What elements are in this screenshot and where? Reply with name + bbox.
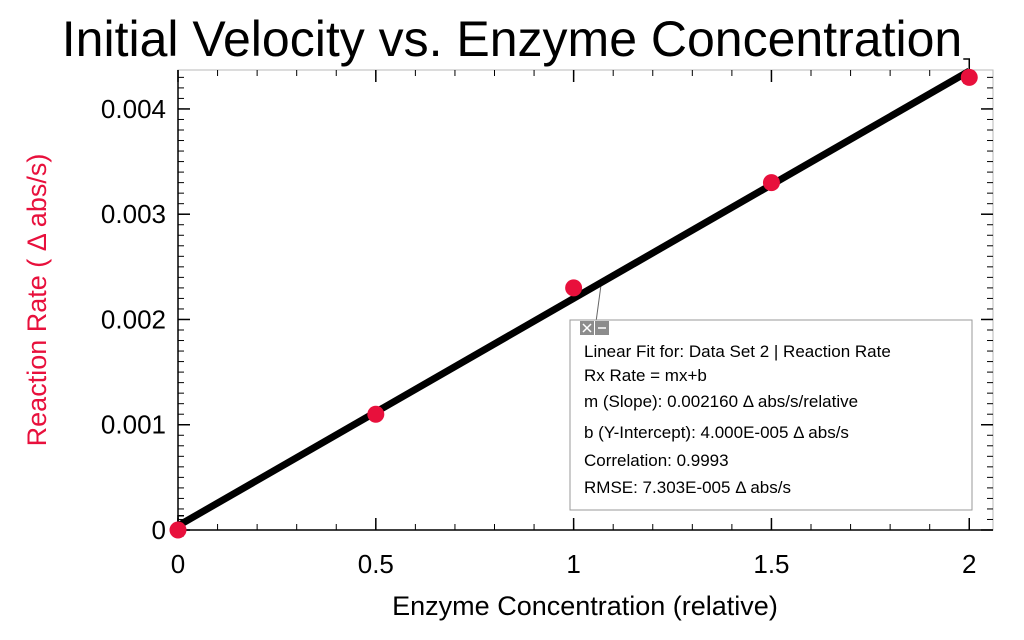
data-point — [960, 68, 978, 86]
fit-line-3: m (Slope): 0.002160 Δ abs/s/relative — [584, 392, 858, 411]
x-tick-label: 1.5 — [753, 549, 789, 579]
x-tick-label: 0.5 — [358, 549, 394, 579]
x-tick-label: 2 — [962, 549, 976, 579]
data-point — [565, 279, 583, 297]
data-point — [367, 405, 385, 423]
x-tick-label: 1 — [566, 549, 580, 579]
y-axis: 0 0.001 0.002 0.003 0.004 — [101, 94, 993, 545]
y-tick-label: 0.004 — [101, 94, 166, 124]
data-points — [169, 68, 978, 539]
close-fit-button[interactable] — [580, 321, 594, 335]
close-icon — [582, 323, 592, 333]
collapse-fit-button[interactable] — [595, 321, 609, 335]
y-tick-label: 0.002 — [101, 304, 166, 334]
fit-box-frame — [569, 319, 973, 511]
data-point — [762, 174, 780, 192]
fit-line-6: RMSE: 7.303E-005 Δ abs/s — [584, 478, 791, 497]
y-axis-title: Reaction Rate ( Δ abs/s) — [22, 154, 52, 447]
fit-line-1: Linear Fit for: Data Set 2 | Reaction Ra… — [584, 342, 891, 361]
y-tick-label: 0.001 — [101, 410, 166, 440]
chart-title: Initial Velocity vs. Enzyme Concentratio… — [61, 11, 963, 67]
fit-leader-line — [595, 282, 602, 323]
x-tick-label: 0 — [171, 549, 185, 579]
y-tick-label: 0 — [152, 515, 166, 545]
x-axis: 0 0.5 1 1.5 2 — [171, 70, 976, 579]
linear-fit-box[interactable]: Linear Fit for: Data Set 2 | Reaction Ra… — [569, 319, 973, 511]
fit-line-2: Rx Rate = mx+b — [584, 366, 707, 385]
x-axis-title: Enzyme Concentration (relative) — [392, 591, 778, 621]
data-point — [169, 521, 187, 539]
linear-fit-line — [176, 68, 972, 529]
fit-line-5: Correlation: 0.9993 — [584, 451, 729, 470]
y-tick-label: 0.003 — [101, 199, 166, 229]
fit-line-4: b (Y-Intercept): 4.000E-005 Δ abs/s — [584, 423, 849, 442]
minor-ticks — [178, 70, 993, 530]
